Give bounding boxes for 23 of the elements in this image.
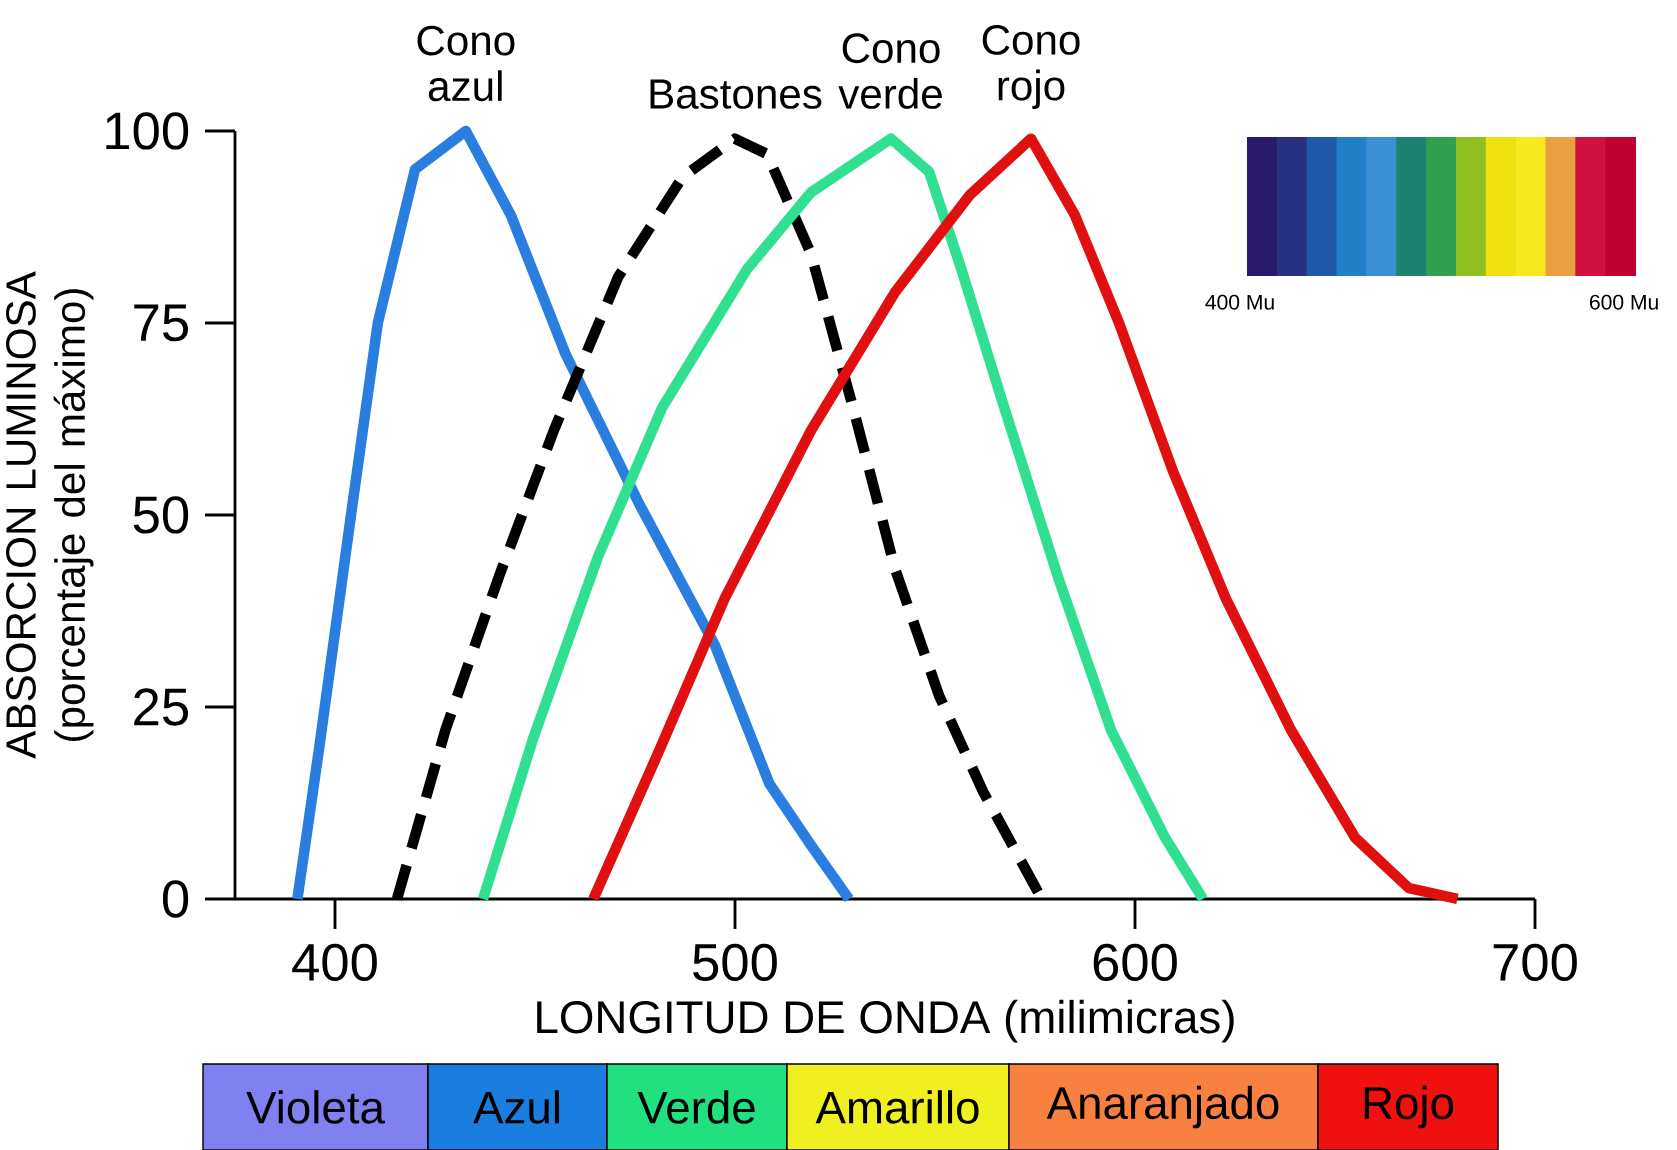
- x-tick-label: 600: [1093, 943, 1177, 982]
- x-tick-label: 700: [1493, 943, 1577, 982]
- text: 600 Mu: [1589, 294, 1658, 310]
- y-tick-label: 0: [162, 880, 189, 918]
- y-tick-label: 50: [133, 496, 189, 534]
- y-tick-label: 75: [134, 304, 189, 342]
- x-tick-label: 400: [292, 943, 377, 982]
- series-label: Cono rojo: [982, 25, 1080, 109]
- y-tick-label: 100: [106, 112, 189, 150]
- text: Amarillo: [815, 1090, 979, 1124]
- text: Rojo: [1364, 1085, 1454, 1129]
- annotation: 400 Mu: [1205, 294, 1274, 310]
- y-tick-label: 25: [134, 688, 189, 726]
- text: Verde: [637, 1090, 755, 1124]
- y-axis-title: ABSORCION LUMINOSA (porcentaje del máximo): [6, 271, 94, 759]
- x-axis-title: LONGITUD DE ONDA (milimicras): [537, 999, 1234, 1043]
- text: Violeta: [246, 1090, 385, 1124]
- series-label: Cono verde: [838, 33, 942, 109]
- series-label: Bastones: [650, 79, 822, 109]
- series-label: Cono azul: [417, 25, 515, 102]
- x-tick-label: 500: [693, 943, 777, 982]
- text: Anaranjado: [1046, 1085, 1279, 1129]
- text: Azul: [473, 1090, 559, 1124]
